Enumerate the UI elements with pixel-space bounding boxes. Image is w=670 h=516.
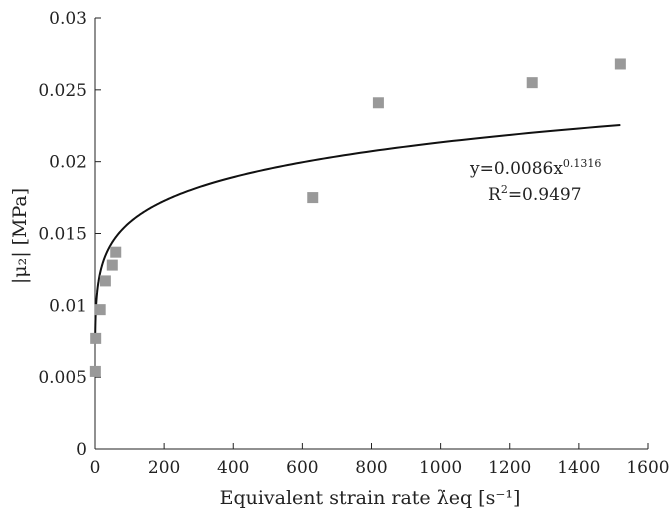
y-tick-label: 0.025 bbox=[38, 81, 87, 101]
y-tick-label: 0.015 bbox=[38, 225, 87, 245]
fit-equation: y=0.0086x0.1316 bbox=[469, 157, 601, 179]
data-point bbox=[99, 275, 111, 287]
data-point bbox=[94, 304, 106, 316]
x-tick-label: 1600 bbox=[626, 458, 669, 478]
y-tick-label: 0 bbox=[76, 440, 87, 460]
data-point bbox=[89, 365, 101, 377]
r-squared: R2=0.9497 bbox=[488, 183, 582, 205]
x-tick-label: 400 bbox=[217, 458, 249, 478]
data-point bbox=[106, 259, 118, 271]
x-axis-title: Equivalent strain rate λ̇eq [s⁻¹] bbox=[220, 487, 521, 509]
x-tick-label: 1200 bbox=[488, 458, 531, 478]
y-tick-label: 0.03 bbox=[49, 9, 87, 29]
data-point bbox=[614, 58, 626, 70]
y-axis-ticks: 0 0.005 0.01 0.015 0.02 0.025 0.03 bbox=[38, 9, 101, 460]
x-tick-label: 1000 bbox=[419, 458, 462, 478]
x-axis-ticks: 0 200 400 600 800 1000 1200 1400 1600 bbox=[90, 443, 670, 478]
x-tick-label: 0 bbox=[90, 458, 101, 478]
data-point bbox=[372, 97, 384, 109]
data-point bbox=[526, 77, 538, 89]
y-tick-label: 0.02 bbox=[49, 153, 87, 173]
scatter-points bbox=[89, 58, 626, 377]
data-point bbox=[90, 332, 102, 344]
x-tick-label: 1400 bbox=[557, 458, 600, 478]
y-tick-label: 0.005 bbox=[38, 368, 87, 388]
axes bbox=[94, 18, 648, 450]
y-axis-title: |μ₂| [MPa] bbox=[9, 188, 31, 284]
y-tick-label: 0.01 bbox=[49, 296, 87, 316]
data-point bbox=[110, 246, 122, 258]
x-tick-label: 800 bbox=[355, 458, 387, 478]
x-tick-label: 200 bbox=[148, 458, 180, 478]
fit-curve bbox=[94, 123, 621, 344]
x-tick-label: 600 bbox=[286, 458, 318, 478]
fit-curve-layer bbox=[94, 123, 621, 344]
data-point bbox=[307, 192, 319, 204]
